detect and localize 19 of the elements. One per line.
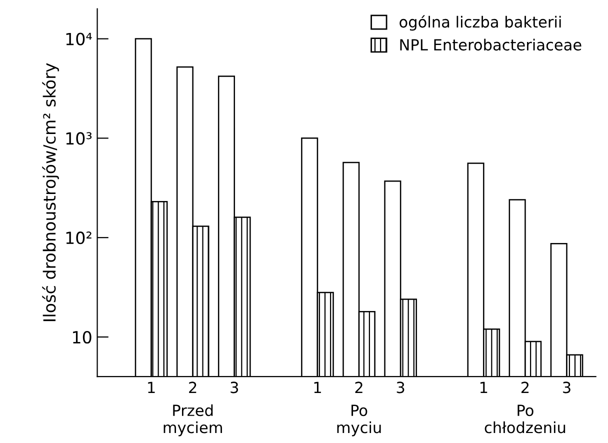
y-tick-label: 10⁴: [66, 32, 92, 46]
x-tick-label: 1: [148, 382, 155, 394]
y-tick-label: 10³: [66, 132, 92, 145]
x-tick-label: 1: [480, 382, 488, 394]
text: Po myciu: [337, 404, 381, 436]
y-tick-label: 10: [73, 330, 92, 344]
y-axis-title: Ilość drobnoustrojów/cm² skóry: [42, 63, 59, 322]
legend-label: ogólna liczba bakterii: [400, 15, 561, 31]
x-tick-label: 3: [230, 382, 238, 394]
x-tick-label: 3: [563, 382, 570, 394]
text: Po chłodzeniu: [484, 404, 566, 434]
x-tick-label: 2: [355, 382, 362, 394]
x-tick-label: 1: [314, 382, 321, 394]
text: Przed myciem: [164, 404, 222, 436]
legend-label: NPL Enterobacteriaceae: [400, 38, 582, 51]
x-tick-label: 2: [521, 382, 529, 394]
y-tick-label: 10²: [66, 232, 92, 244]
x-tick-label: 2: [189, 382, 196, 394]
x-tick-label: 3: [396, 382, 404, 394]
